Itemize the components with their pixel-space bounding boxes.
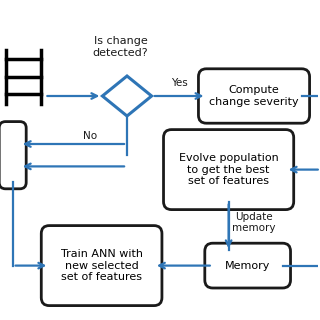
FancyBboxPatch shape: [0, 122, 26, 189]
Text: Memory: Memory: [225, 260, 270, 271]
Text: Is change
detected?: Is change detected?: [93, 36, 148, 58]
FancyBboxPatch shape: [198, 69, 309, 123]
Text: Update
memory: Update memory: [232, 212, 276, 233]
FancyBboxPatch shape: [164, 130, 294, 210]
Polygon shape: [102, 76, 152, 116]
Text: Train ANN with
new selected
set of features: Train ANN with new selected set of featu…: [60, 249, 143, 282]
FancyBboxPatch shape: [205, 243, 291, 288]
Text: Yes: Yes: [171, 78, 188, 88]
Text: Evolve population
to get the best
set of features: Evolve population to get the best set of…: [179, 153, 278, 186]
Text: Compute
change severity: Compute change severity: [209, 85, 299, 107]
FancyBboxPatch shape: [41, 226, 162, 306]
Text: No: No: [83, 131, 97, 141]
